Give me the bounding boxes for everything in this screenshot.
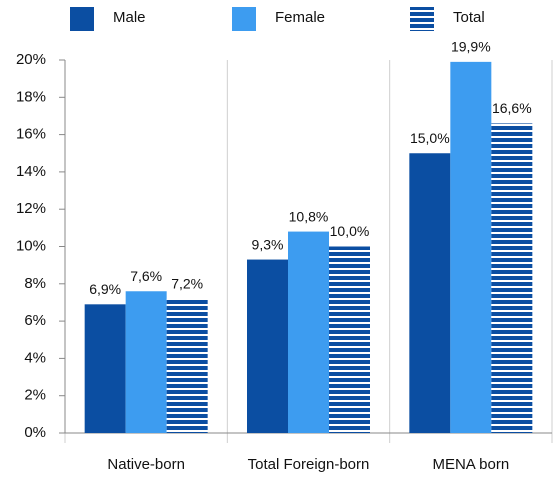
x-tick-label: Total Foreign-born: [248, 456, 370, 473]
legend-swatch: [410, 7, 434, 31]
y-tick-label: 4%: [24, 349, 46, 366]
value-label: 7,6%: [130, 268, 162, 284]
y-tick-label: 6%: [24, 312, 46, 329]
value-label: 6,9%: [89, 281, 121, 297]
value-label: 15,0%: [410, 130, 450, 146]
bar: [409, 153, 451, 433]
y-tick-label: 0%: [24, 424, 46, 441]
bar: [288, 231, 329, 433]
bar: [166, 298, 208, 433]
value-label: 16,6%: [492, 100, 532, 116]
bar: [491, 123, 533, 433]
legend-swatch: [70, 7, 94, 31]
x-tick-label: Native-born: [107, 456, 185, 473]
bar: [125, 291, 167, 433]
y-tick-label: 12%: [16, 200, 46, 217]
y-tick-label: 14%: [16, 163, 46, 180]
value-label: 9,3%: [252, 236, 284, 252]
bar: [84, 304, 126, 433]
y-tick-label: 2%: [24, 387, 46, 404]
value-label: 10,0%: [330, 223, 370, 239]
value-label: 19,9%: [451, 39, 491, 55]
legend-swatch: [232, 7, 256, 31]
bar: [247, 259, 288, 433]
y-tick-label: 18%: [16, 88, 46, 105]
y-tick-label: 10%: [16, 237, 46, 254]
legend-label: Male: [113, 9, 146, 26]
y-tick-label: 8%: [24, 275, 46, 292]
bar: [450, 61, 492, 434]
value-label: 7,2%: [171, 275, 203, 291]
legend-label: Female: [275, 9, 325, 26]
legend-label: Total: [453, 9, 485, 26]
bar: [329, 246, 370, 433]
x-tick-label: MENA born: [432, 456, 509, 473]
y-tick-label: 20%: [16, 51, 46, 68]
value-label: 10,8%: [289, 208, 329, 224]
y-tick-label: 16%: [16, 126, 46, 143]
